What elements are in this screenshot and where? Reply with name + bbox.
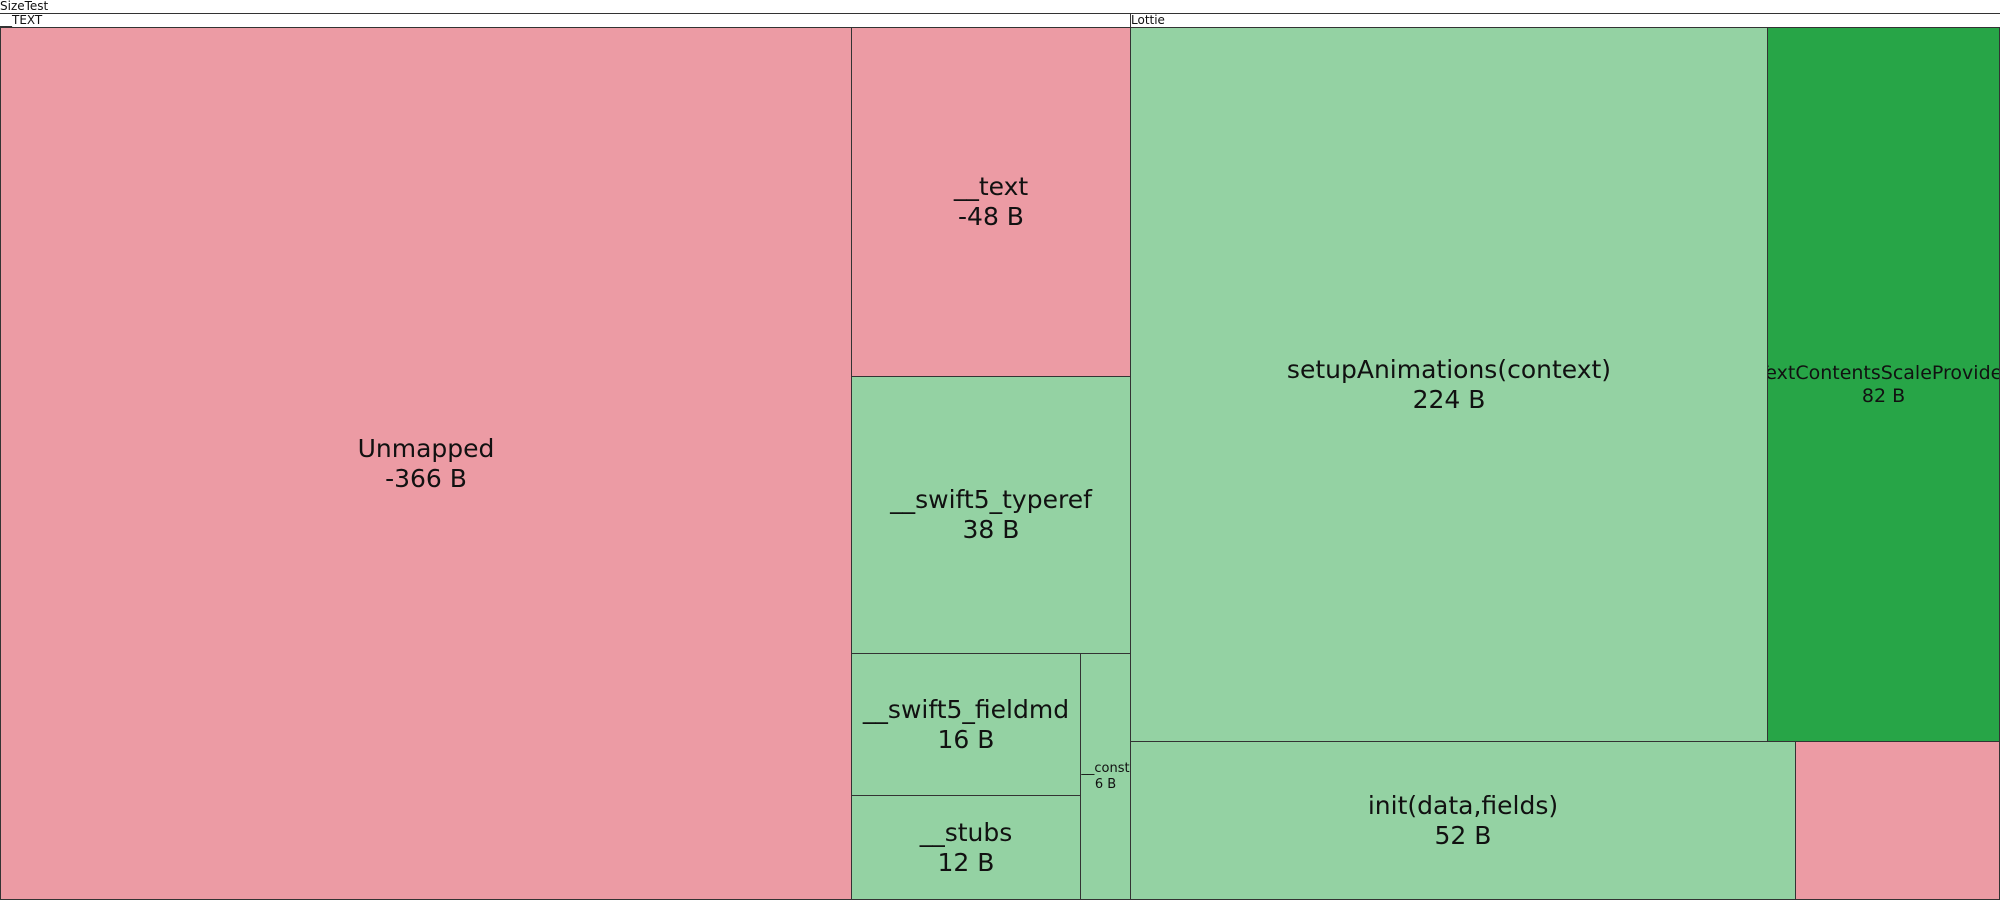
cell-size: 16 B xyxy=(937,724,995,754)
treemap-cell[interactable]: init(data,fields) 52 B xyxy=(1130,741,1796,900)
treemap-cell[interactable]: __swift5_typeref 38 B xyxy=(851,376,1131,654)
cell-size: 6 B xyxy=(1094,776,1117,792)
treemap-cell[interactable]: __text -48 B xyxy=(851,27,1131,377)
treemap-cell[interactable] xyxy=(1795,741,2000,900)
treemap-cell[interactable]: __stubs 12 B xyxy=(851,795,1081,900)
cell-size: -366 B xyxy=(385,463,467,493)
treemap-cell[interactable]: __const 6 B xyxy=(1080,653,1131,900)
cell-size: -48 B xyxy=(958,202,1024,231)
treemap-cell[interactable]: setupAnimations(context) 224 B xyxy=(1130,27,1768,742)
treemap-cell[interactable]: __swift5_fieldmd 16 B xyxy=(851,653,1081,796)
cell-label: __const xyxy=(1081,760,1130,776)
cell-label: __stubs xyxy=(919,817,1013,847)
group-header: __TEXT Lottie xyxy=(0,14,2000,27)
cell-label: __text xyxy=(953,172,1029,201)
cell-size: 12 B xyxy=(937,847,995,877)
root-title: SizeTest xyxy=(0,0,49,13)
cell-label: TextContentsScaleProvider xyxy=(1767,361,2000,384)
cell-label: __swift5_typeref xyxy=(890,485,1092,514)
cell-size: 52 B xyxy=(1434,820,1492,850)
group-label: Lottie xyxy=(1131,13,1165,27)
cell-label: Unmapped xyxy=(357,433,495,463)
cell-label: __swift5_fieldmd xyxy=(862,694,1070,724)
root-header: SizeTest xyxy=(0,0,2000,14)
cell-label: setupAnimations(context) xyxy=(1286,354,1612,384)
cell-size: 82 B xyxy=(1861,384,1906,407)
cell-label: init(data,fields) xyxy=(1367,790,1559,820)
group-label: __TEXT xyxy=(0,13,43,27)
treemap-cell[interactable]: TextContentsScaleProvider 82 B xyxy=(1767,27,2000,742)
cell-size: 224 B xyxy=(1412,384,1486,414)
treemap-cell[interactable]: Unmapped -366 B xyxy=(0,27,852,900)
cell-size: 38 B xyxy=(962,515,1020,544)
